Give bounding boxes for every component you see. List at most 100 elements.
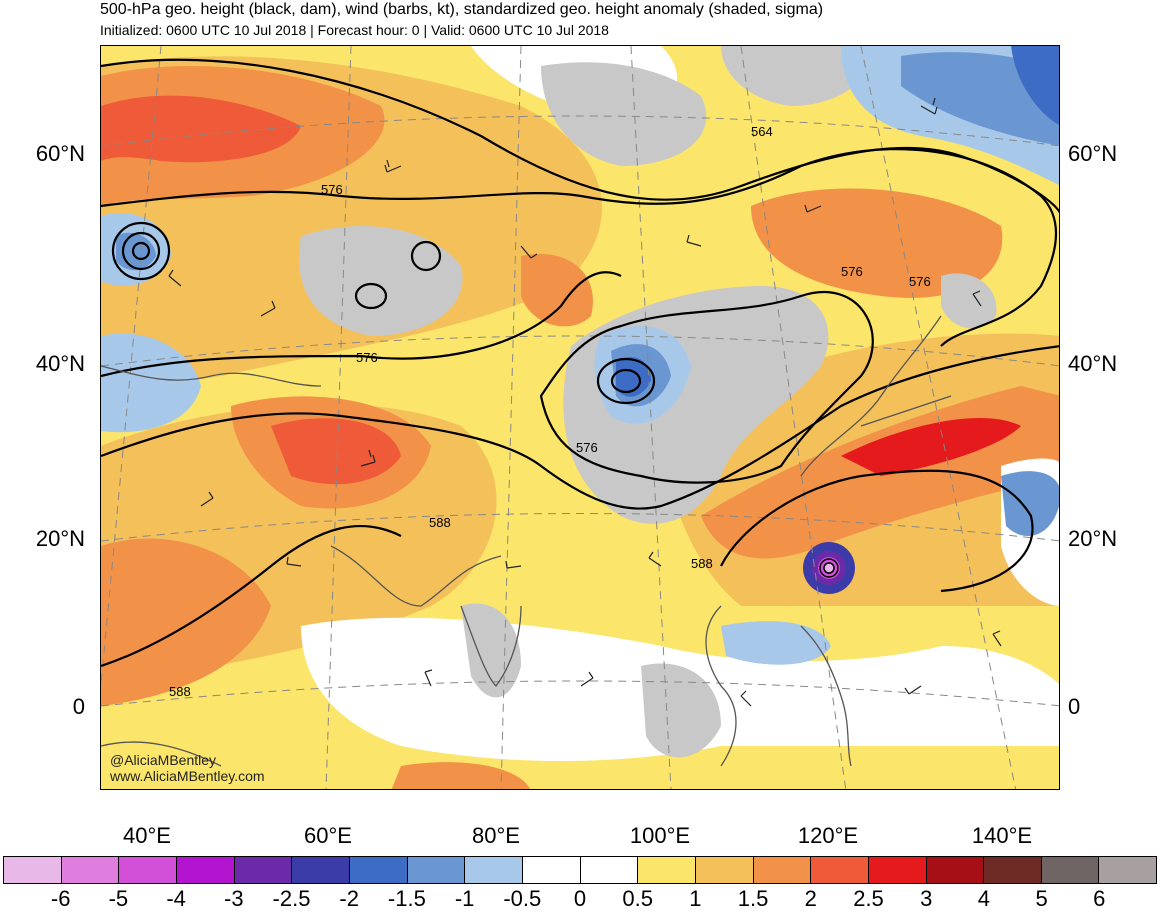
map-title: 500-hPa geo. height (black, dam), wind (… xyxy=(100,1,824,18)
wind-barb xyxy=(424,669,433,687)
contour-label: 564 xyxy=(751,124,773,139)
colorbar-cell xyxy=(522,857,581,883)
contour-closed-europe-1 xyxy=(111,221,171,281)
lat-label-left: 60°N xyxy=(35,141,85,166)
wind-barb xyxy=(972,290,982,307)
coastline-africa xyxy=(101,741,222,767)
wind-barb xyxy=(505,560,522,569)
colorbar-label: 0 xyxy=(573,886,587,911)
graticule-lat-40 xyxy=(101,335,1059,367)
colorbar-cell xyxy=(465,857,523,883)
lat-label-right: 60°N xyxy=(1068,141,1118,166)
colorbar-cell xyxy=(234,857,293,883)
anomaly-negative-pacific-east xyxy=(1001,471,1059,536)
coastline-seasia xyxy=(705,605,737,767)
wind-barb xyxy=(920,97,938,115)
contour-label: 588 xyxy=(429,515,451,530)
colorbar-cell xyxy=(984,857,1042,883)
contour-588-south-1 xyxy=(101,345,1059,510)
contour-label: 588 xyxy=(691,556,713,571)
wind-barb xyxy=(520,245,538,259)
land-mask-4 xyxy=(721,46,867,106)
colorbar-cell xyxy=(176,857,235,883)
wind-barbs xyxy=(168,97,1002,707)
graticule-lon-100 xyxy=(630,46,672,789)
wind-barb xyxy=(286,556,302,567)
colorbar-label: -2.5 xyxy=(272,886,311,911)
anomaly-region-red-1 xyxy=(101,95,301,163)
colorbar-cell xyxy=(811,857,869,883)
colorbar-label: 5 xyxy=(1035,886,1048,911)
land-mask-kamchatka xyxy=(941,273,997,329)
colorbar-label: 2.5 xyxy=(853,886,884,911)
contour-closed-europe-3 xyxy=(131,241,151,261)
graticule-lon-40 xyxy=(101,46,162,690)
contour-closed-siberia xyxy=(354,282,388,310)
lat-label-left: 0 xyxy=(72,694,85,719)
lon-label: 80°E xyxy=(472,823,520,848)
graticule-lon-60 xyxy=(325,46,352,789)
colorbar-label: -2 xyxy=(339,886,359,911)
contour-588-east xyxy=(720,469,1034,593)
anomaly-negative-china-center xyxy=(616,357,651,397)
coastline-china-east xyxy=(800,315,942,477)
coastline-india xyxy=(460,605,522,687)
colorbar-label: 0.5 xyxy=(622,886,653,911)
colorbar-cell xyxy=(349,857,408,883)
credit-handle: @AliciaMBentley xyxy=(110,752,217,768)
wind-barb xyxy=(260,300,276,317)
graticule xyxy=(101,46,1059,789)
colorbar-label: 6 xyxy=(1093,886,1106,911)
map-subtitle: Initialized: 0600 UTC 10 Jul 2018 | Fore… xyxy=(100,22,609,38)
graticule-lon-80 xyxy=(500,46,522,789)
wind-barb xyxy=(740,690,752,707)
graticule-lat-0 xyxy=(101,680,1059,707)
colorbar-cell xyxy=(4,857,62,883)
colorbar-label: -1 xyxy=(454,886,475,911)
colorbar-cell xyxy=(407,857,466,883)
wind-barb xyxy=(992,630,1002,647)
wind-barb xyxy=(648,551,662,567)
anomaly-region-darkorange-4 xyxy=(521,254,593,327)
coastline-japan xyxy=(860,395,952,427)
contour-label: 576 xyxy=(356,350,378,365)
credit-site: www.AliciaMBentley.com xyxy=(110,768,265,784)
colorbar-cell xyxy=(1041,857,1100,883)
colorbar-label: -4 xyxy=(166,886,186,911)
colorbar-label: -1.5 xyxy=(387,886,426,911)
colorbar-label: -6 xyxy=(50,886,71,911)
lat-label-left: 40°N xyxy=(35,351,85,376)
contour-label: 576 xyxy=(321,182,343,197)
colorbar-label: 4 xyxy=(977,886,991,911)
wind-barb xyxy=(804,204,822,213)
colorbar-cell xyxy=(1099,857,1157,883)
anomaly-negative-pacific-north-deep xyxy=(1011,46,1059,125)
colorbar-cell xyxy=(292,857,350,883)
colorbar-cell xyxy=(868,857,927,883)
contour-closed-china-2 xyxy=(610,368,642,394)
colorbar-label: 1.5 xyxy=(737,886,769,911)
colorbar-label: 1 xyxy=(689,886,702,911)
lat-label-right: 40°N xyxy=(1068,351,1118,376)
contour-label: 576 xyxy=(909,274,931,289)
typhoon-height-contour-2 xyxy=(823,562,835,574)
anomaly-negative-med xyxy=(101,333,201,433)
graticule-lat-60 xyxy=(101,115,1059,147)
wind-barb xyxy=(904,685,922,695)
colorbar-cell xyxy=(638,857,696,883)
contour-closed-china-1 xyxy=(596,357,656,405)
colorbar-cell xyxy=(580,857,639,883)
colorbar-cell xyxy=(119,857,177,883)
contour-576-west xyxy=(101,271,622,378)
anomaly-region-red-2 xyxy=(271,418,401,485)
height-contours xyxy=(101,58,1059,668)
land-mask-1 xyxy=(299,226,463,336)
lon-label: 120°E xyxy=(797,823,859,848)
contour-closed-siberia-2 xyxy=(410,240,442,272)
wind-barb xyxy=(580,671,594,687)
contour-label: 576 xyxy=(841,264,863,279)
typhoon-height-contour-1 xyxy=(819,558,839,578)
lat-label-right: 0 xyxy=(1068,694,1081,719)
colorbar-label: -3 xyxy=(224,886,244,911)
colorbar-cell xyxy=(753,857,812,883)
